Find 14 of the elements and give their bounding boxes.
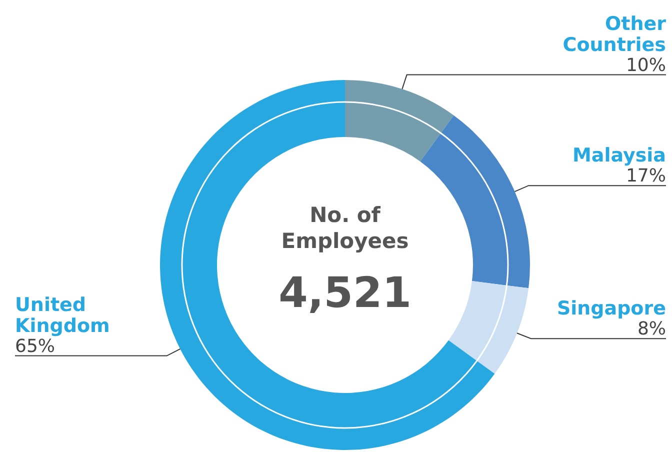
data-label: 10%	[626, 54, 666, 76]
slice-label: Singapore	[556, 298, 666, 320]
slice-label: Malaysia	[572, 144, 666, 167]
data-label: 8%	[637, 318, 666, 340]
data-label: 17%	[626, 166, 666, 187]
slice-label: Other Countries	[562, 12, 667, 56]
text: 4,521	[278, 268, 412, 317]
data-label: 65%	[15, 336, 56, 357]
donut-slice	[345, 80, 454, 162]
donut-slice	[448, 281, 529, 374]
donut-slice	[160, 80, 495, 450]
donut-slice	[420, 115, 530, 288]
slice-label: United Kingdom	[15, 294, 110, 337]
text: No. of Employees	[281, 203, 409, 253]
